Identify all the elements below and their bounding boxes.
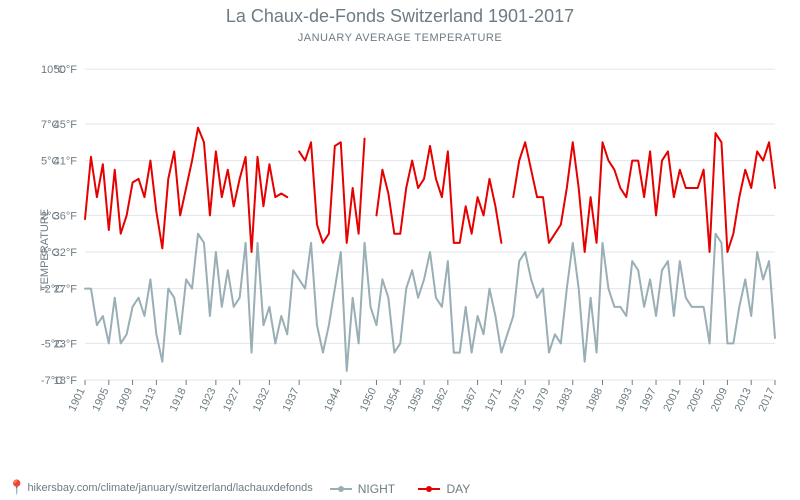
svg-text:1932: 1932 [251, 386, 272, 413]
svg-text:1997: 1997 [638, 386, 659, 413]
svg-text:1983: 1983 [554, 386, 575, 413]
legend-swatch-night [330, 488, 352, 490]
legend-item-day: DAY [418, 482, 470, 496]
svg-text:27°F: 27°F [54, 284, 78, 296]
plot-area: -7°C18°F-5°C23°F-2°C27°F0°C32°F2°C36°F5°… [85, 50, 785, 430]
svg-text:32°F: 32°F [54, 247, 78, 259]
svg-text:1954: 1954 [382, 386, 403, 413]
svg-text:1950: 1950 [358, 386, 379, 413]
svg-text:1958: 1958 [406, 386, 427, 413]
svg-text:1918: 1918 [168, 386, 189, 413]
legend-item-night: NIGHT [330, 482, 395, 496]
svg-text:2009: 2009 [709, 386, 730, 413]
svg-text:1927: 1927 [221, 386, 242, 413]
climate-chart: La Chaux-de-Fonds Switzerland 1901-2017 … [0, 0, 800, 500]
svg-text:1905: 1905 [90, 386, 111, 413]
legend-swatch-day [418, 488, 440, 490]
svg-text:2017: 2017 [756, 386, 777, 413]
svg-text:45°F: 45°F [54, 119, 78, 131]
attribution-text: hikersbay.com/climate/january/switzerlan… [27, 482, 312, 494]
svg-text:1913: 1913 [138, 386, 159, 413]
svg-text:18°F: 18°F [54, 375, 78, 387]
chart-subtitle: JANUARY AVERAGE TEMPERATURE [0, 32, 800, 44]
chart-title: La Chaux-de-Fonds Switzerland 1901-2017 [0, 6, 800, 27]
legend-label-day: DAY [446, 482, 470, 496]
svg-text:2001: 2001 [661, 386, 682, 413]
svg-text:1967: 1967 [459, 386, 480, 413]
svg-text:1923: 1923 [197, 386, 218, 413]
attribution: 📍 hikersbay.com/climate/january/switzerl… [8, 479, 313, 496]
svg-text:1979: 1979 [530, 386, 551, 413]
svg-text:1901: 1901 [66, 386, 87, 413]
svg-text:1937: 1937 [281, 386, 302, 413]
map-pin-icon: 📍 [8, 479, 25, 496]
svg-text:2013: 2013 [733, 386, 754, 413]
svg-text:23°F: 23°F [54, 338, 78, 350]
legend-label-night: NIGHT [358, 482, 395, 496]
svg-text:50°F: 50°F [54, 64, 78, 76]
svg-text:36°F: 36°F [54, 210, 78, 222]
svg-text:41°F: 41°F [54, 156, 78, 168]
svg-text:1909: 1909 [114, 386, 135, 413]
svg-text:2005: 2005 [685, 386, 706, 413]
svg-text:1975: 1975 [507, 386, 528, 413]
svg-text:1971: 1971 [483, 386, 504, 413]
svg-text:1962: 1962 [429, 386, 450, 413]
svg-text:1944: 1944 [322, 386, 343, 413]
svg-text:1988: 1988 [584, 386, 605, 413]
svg-text:1993: 1993 [614, 386, 635, 413]
